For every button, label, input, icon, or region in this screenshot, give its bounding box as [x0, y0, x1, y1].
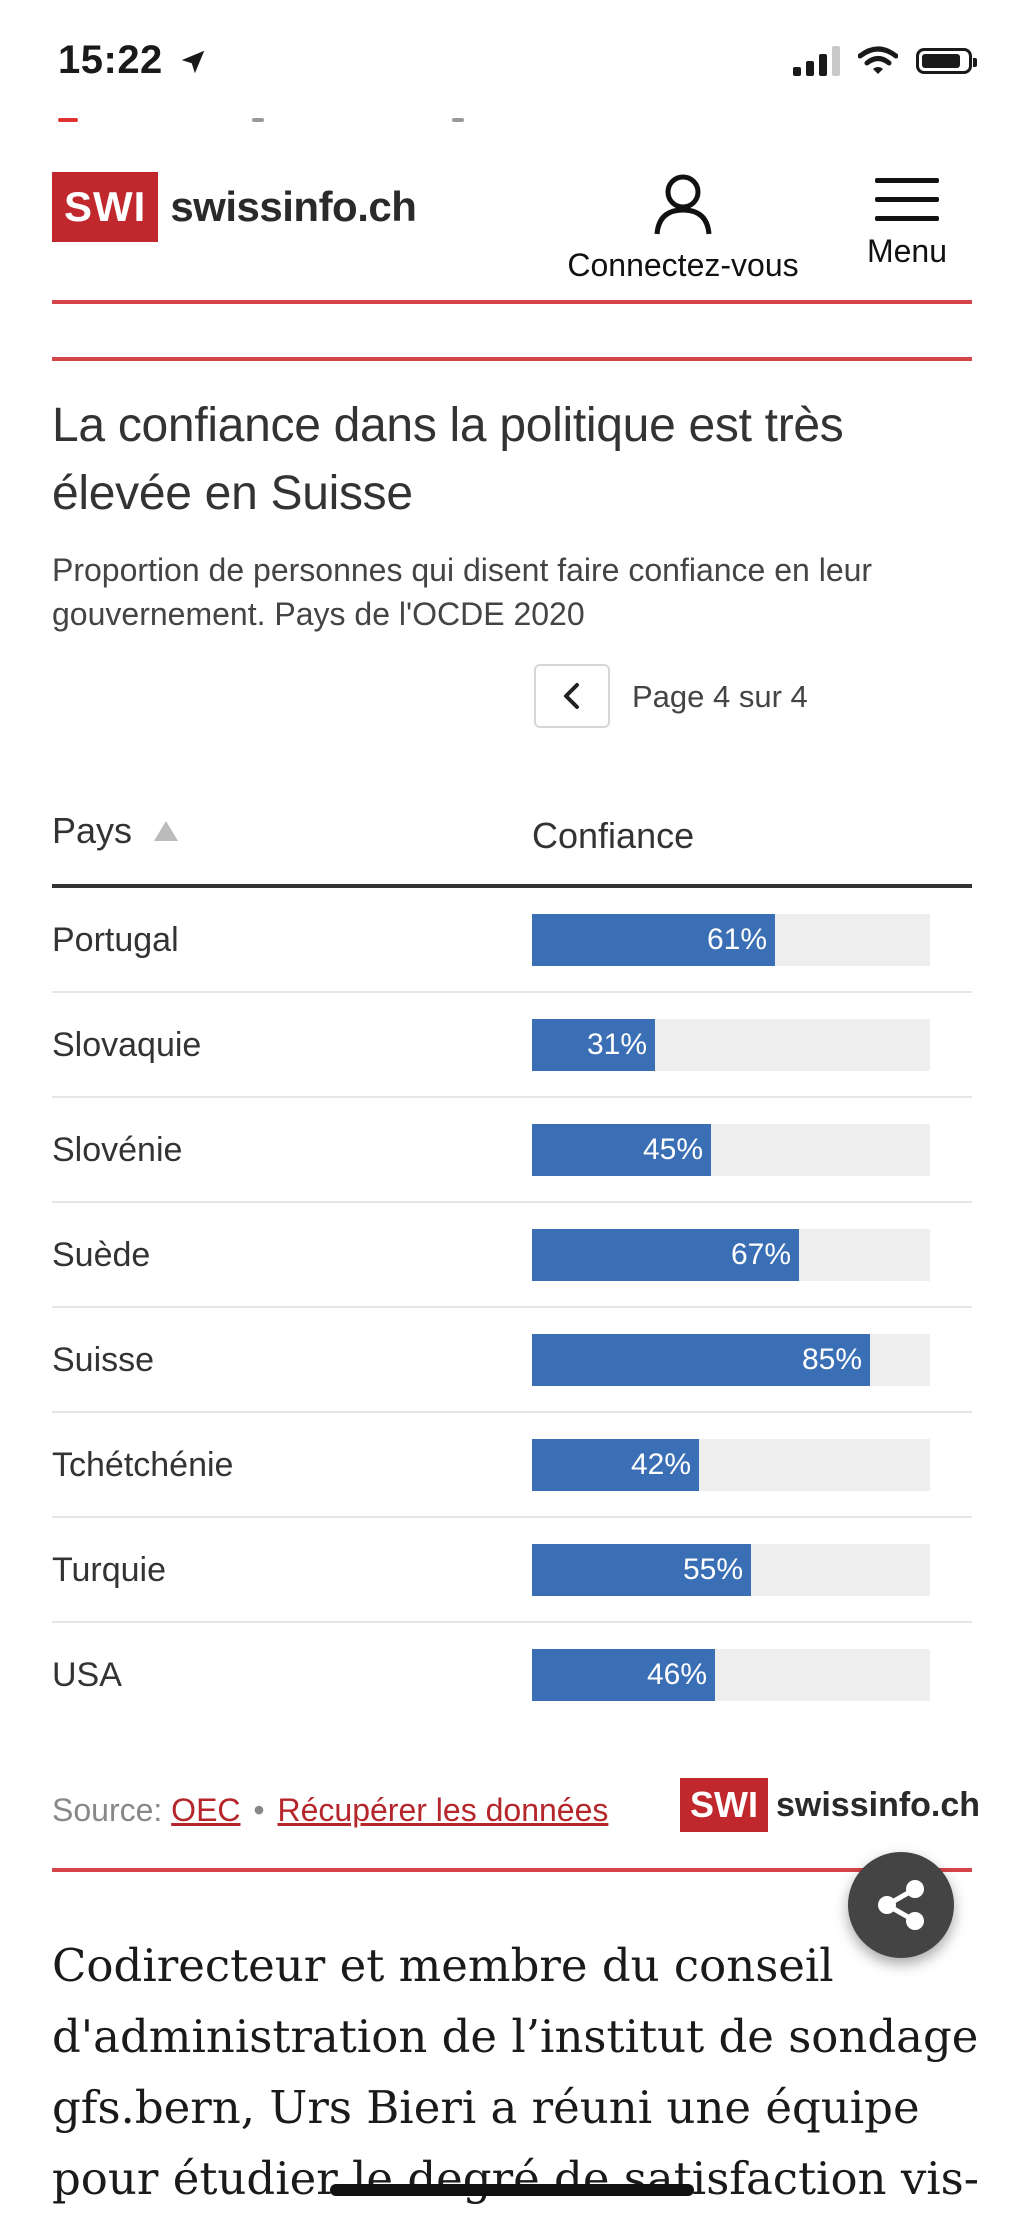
- status-icons: [793, 46, 977, 76]
- chart-source: Source: OEC • Récupérer les données: [52, 1792, 608, 1829]
- bar-value-label: 67%: [730, 1238, 791, 1271]
- row-country: Turquie: [52, 1551, 167, 1589]
- footer-logo-wordmark: swissinfo.ch: [776, 1785, 981, 1824]
- bar-value-label: 55%: [682, 1553, 743, 1586]
- bar-track: 46%: [532, 1649, 930, 1701]
- location-arrow-icon: [182, 51, 205, 74]
- login-button[interactable]: Connectez-vous: [548, 172, 818, 284]
- row-country: Tchétchénie: [52, 1446, 234, 1484]
- table-row: Suisse 85%: [52, 1308, 972, 1413]
- bar: 55%: [532, 1544, 751, 1596]
- menu-button[interactable]: Menu: [852, 172, 962, 270]
- wifi-icon: [858, 46, 898, 74]
- bar: 61%: [532, 914, 775, 966]
- row-divider: [52, 1096, 972, 1098]
- table-header-divider: [52, 884, 972, 888]
- table-row: Slovaquie 31%: [52, 993, 972, 1098]
- article-paragraph: Codirecteur et membre du conseil d'admin…: [52, 1939, 979, 2205]
- row-country: Slovénie: [52, 1131, 183, 1169]
- row-divider: [52, 1411, 972, 1413]
- table-row: Portugal 61%: [52, 888, 972, 993]
- table-row: Slovénie 45%: [52, 1098, 972, 1203]
- chart-title: La confiance dans la politique est très …: [52, 399, 844, 520]
- row-divider: [52, 1516, 972, 1518]
- bar-track: 67%: [532, 1229, 930, 1281]
- source-link[interactable]: OEC: [171, 1792, 241, 1828]
- source-prefix: Source:: [52, 1792, 172, 1828]
- row-divider: [52, 1621, 972, 1623]
- source-separator: •: [253, 1792, 265, 1828]
- share-icon: [878, 1880, 924, 1930]
- column-header-country-label: Pays: [52, 810, 133, 851]
- login-label: Connectez-vous: [567, 247, 799, 283]
- bar-track: 85%: [532, 1334, 930, 1386]
- logo-wordmark: swissinfo.ch: [170, 183, 417, 230]
- row-country: Suisse: [52, 1341, 155, 1379]
- footer-logo: SWI swissinfo.ch: [680, 1778, 980, 1832]
- download-data-link[interactable]: Récupérer les données: [277, 1792, 609, 1828]
- row-divider: [52, 1201, 972, 1203]
- battery-icon: [916, 48, 977, 74]
- chevron-left-icon: [564, 683, 579, 709]
- bar: 45%: [532, 1124, 711, 1176]
- cellular-signal-icon: [793, 46, 840, 76]
- user-icon: [654, 174, 712, 235]
- header-divider: [52, 300, 972, 304]
- page-indicator: Page 4 sur 4: [632, 679, 808, 714]
- bar-track: 42%: [532, 1439, 930, 1491]
- bar-value-label: 42%: [630, 1448, 691, 1481]
- swissinfo-logo[interactable]: SWI swissinfo.ch: [52, 172, 417, 242]
- row-divider: [52, 991, 972, 993]
- row-country: Portugal: [52, 921, 179, 959]
- footer-logo-box: SWI: [680, 1778, 768, 1832]
- chart-top-divider: [52, 357, 972, 361]
- bar-track: 31%: [532, 1019, 930, 1071]
- bar-value-label: 61%: [706, 923, 767, 956]
- logo-box: SWI: [52, 172, 159, 242]
- column-header-confidence[interactable]: Confiance: [532, 815, 695, 856]
- chart-subtitle: Proportion de personnes qui disent faire…: [52, 552, 873, 632]
- bar: 85%: [532, 1334, 870, 1386]
- home-indicator[interactable]: [330, 2184, 694, 2196]
- previous-page-button[interactable]: [534, 664, 610, 728]
- table-row: Suède 67%: [52, 1203, 972, 1308]
- share-button[interactable]: [848, 1852, 954, 1958]
- status-time: 15:22: [58, 38, 208, 83]
- column-header-country[interactable]: Pays: [52, 810, 180, 852]
- row-country: Slovaquie: [52, 1026, 202, 1064]
- hamburger-icon: [875, 178, 939, 221]
- sort-ascending-icon: [154, 821, 179, 841]
- menu-label: Menu: [866, 233, 948, 269]
- table-row: USA 46%: [52, 1623, 972, 1728]
- table-row: Tchétchénie 42%: [52, 1413, 972, 1518]
- bar: 46%: [532, 1649, 715, 1701]
- bar-value-label: 31%: [586, 1028, 647, 1061]
- row-divider: [52, 1306, 972, 1308]
- table-row: Turquie 55%: [52, 1518, 972, 1623]
- bar: 67%: [532, 1229, 799, 1281]
- bar-track: 45%: [532, 1124, 930, 1176]
- bar: 42%: [532, 1439, 699, 1491]
- bar-value-label: 46%: [646, 1658, 707, 1691]
- chart-bottom-divider: [52, 1868, 972, 1872]
- bar-value-label: 85%: [801, 1343, 862, 1376]
- bar-track: 61%: [532, 914, 930, 966]
- bar: 31%: [532, 1019, 655, 1071]
- scrolled-content-fragment: [52, 118, 652, 128]
- bar-value-label: 45%: [642, 1133, 703, 1166]
- row-country: USA: [52, 1656, 122, 1694]
- bar-track: 55%: [532, 1544, 930, 1596]
- row-country: Suède: [52, 1236, 151, 1274]
- status-time-text: 15:22: [58, 38, 163, 82]
